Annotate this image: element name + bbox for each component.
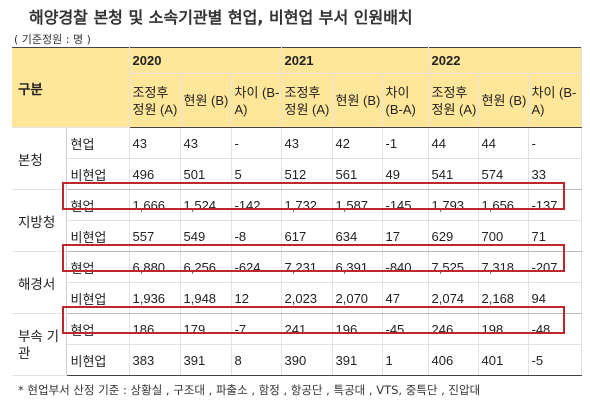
table-cell: 7,318 xyxy=(478,251,529,283)
table-row: 비현업 496 501 5 512 561 49 541 574 33 xyxy=(12,158,582,190)
table-cell: 561 xyxy=(332,158,383,190)
year-header-2020: 2020 xyxy=(129,47,282,74)
table-cell: 391 xyxy=(332,344,383,376)
table-cell: 94 xyxy=(528,282,582,314)
highlight-box-jibangcheong xyxy=(62,182,565,210)
table-cell: - xyxy=(528,127,582,159)
footnote: * 현업부서 산정 기준 : 상황실 , 구조대 , 파출소 , 함정 , 항공… xyxy=(18,383,481,397)
table-row: 지방청 현업 1,666 1,524 -142 1,732 1,587 -145 1,793 1,… xyxy=(12,189,582,252)
table-cell: 549 xyxy=(180,220,232,252)
row-type-label: 현업 xyxy=(66,251,130,283)
row-type-label: 비현업 xyxy=(66,282,130,314)
table-cell: 557 xyxy=(129,220,181,252)
table-cell: 196 xyxy=(332,313,383,345)
table-cell: 541 xyxy=(428,158,479,190)
year-header-2021: 2021 xyxy=(281,47,429,74)
table-cell: 47 xyxy=(382,282,429,314)
table-cell: 512 xyxy=(281,158,333,190)
column-header: 조정후 정원 (A) xyxy=(428,73,479,128)
year-header-2022: 2022 xyxy=(428,47,582,74)
column-header: 현원 (B) xyxy=(478,73,529,128)
table-cell: - xyxy=(231,127,282,159)
table-cell: 391 xyxy=(180,344,232,376)
table-body: 본청 현업 43 43-43 42 -1 44 44- 비현업 496 501 5 512 561 49 54… xyxy=(12,127,582,376)
group-label: 해경서 xyxy=(12,251,67,314)
table-cell: 43 xyxy=(180,127,232,159)
table-row: 비현업 557 549 -8 617 634 17 629 700 71 xyxy=(12,220,582,252)
table-cell: -142 xyxy=(231,189,282,221)
table-cell: -624 xyxy=(231,251,282,283)
table-cell: 574 xyxy=(478,158,529,190)
table-cell: 44 xyxy=(428,127,479,159)
table-cell: 6,391 xyxy=(332,251,383,283)
table-cell: 49 xyxy=(382,158,429,190)
group-label: 부속 기관 xyxy=(12,313,67,376)
table-cell: 1,524 xyxy=(180,189,232,221)
table-cell: -8 xyxy=(231,220,282,252)
table-cell: 496 xyxy=(129,158,181,190)
table-row: 비현업 1,936 1,948 12 2,023 2,070 47 2,074 2,168 94 xyxy=(12,282,582,314)
group-label: 지방청 xyxy=(12,189,67,252)
table-cell: 2,168 xyxy=(478,282,529,314)
table-cell: 700 xyxy=(478,220,529,252)
staffing-table: 구분 2020 2021 2022 조정후 정원 (A) 현원 (B) 차이 (… xyxy=(12,47,582,376)
table-cell: 17 xyxy=(382,220,429,252)
row-type-label: 비현업 xyxy=(66,158,130,190)
row-type-label: 비현업 xyxy=(66,344,130,376)
table-cell: 2,074 xyxy=(428,282,479,314)
table-cell: 43 xyxy=(281,127,333,159)
column-header: 현원 (B) xyxy=(332,73,383,128)
table-cell: 1 xyxy=(382,344,429,376)
table-cell: 406 xyxy=(428,344,479,376)
table-cell: -7 xyxy=(231,313,282,345)
table-cell: 43 xyxy=(129,127,181,159)
column-header: 현원 (B) xyxy=(180,73,232,128)
table-cell: 33 xyxy=(528,158,582,190)
row-type-label: 현업 xyxy=(66,127,130,159)
table-cell: 617 xyxy=(281,220,333,252)
table-cell: 2,070 xyxy=(332,282,383,314)
table-cell: -5 xyxy=(528,344,582,376)
column-header: 차이 (B-A) xyxy=(382,73,429,128)
table-cell: 1,793 xyxy=(428,189,479,221)
table-cell: 1,936 xyxy=(129,282,181,314)
table-cell: 7,525 xyxy=(428,251,479,283)
table-cell: 390 xyxy=(281,344,333,376)
group-label: 본청 xyxy=(12,127,67,190)
table-row: 비현업 383 391 8 390 391 1 406 401 -5 xyxy=(12,344,582,376)
table-cell: -1 xyxy=(382,127,429,159)
table-cell: 8 xyxy=(231,344,282,376)
table-cell: 2,023 xyxy=(281,282,333,314)
table-cell: 71 xyxy=(528,220,582,252)
table-cell: 1,948 xyxy=(180,282,232,314)
table-cell: 12 xyxy=(231,282,282,314)
column-header: 차이 (B-A) xyxy=(528,73,582,128)
table-cell: 629 xyxy=(428,220,479,252)
table-cell: 1,587 xyxy=(332,189,383,221)
table-cell: 246 xyxy=(428,313,479,345)
highlight-box-haegyeongseo xyxy=(62,244,565,272)
column-header: 조정후 정원 (A) xyxy=(281,73,333,128)
row-type-label: 현업 xyxy=(66,189,130,221)
table-cell: 42 xyxy=(332,127,383,159)
table-cell: 6,256 xyxy=(180,251,232,283)
table-row: 본청 현업 43 43-43 42 -1 44 44- xyxy=(12,127,582,190)
table-cell: 634 xyxy=(332,220,383,252)
column-header: 조정후 정원 (A) xyxy=(129,73,181,128)
unit-note: ( 기준정원 : 명 ) xyxy=(14,33,91,46)
group-header: 구분 xyxy=(12,47,130,128)
page-title: 해양경찰 본청 및 소속기관별 현업, 비현업 부서 인원배치 xyxy=(29,8,413,27)
table-cell: 44 xyxy=(478,127,529,159)
table-cell: 5 xyxy=(231,158,282,190)
table-cell: 501 xyxy=(180,158,232,190)
row-type-label: 비현업 xyxy=(66,220,130,252)
column-header: 차이 (B-A) xyxy=(231,73,282,128)
highlight-box-busok xyxy=(62,306,565,334)
table-row: 부속 기관 현업 186 179 -7 241 196 -45 246 198 -48 xyxy=(12,313,582,376)
table-cell: 401 xyxy=(478,344,529,376)
table-cell: 383 xyxy=(129,344,181,376)
